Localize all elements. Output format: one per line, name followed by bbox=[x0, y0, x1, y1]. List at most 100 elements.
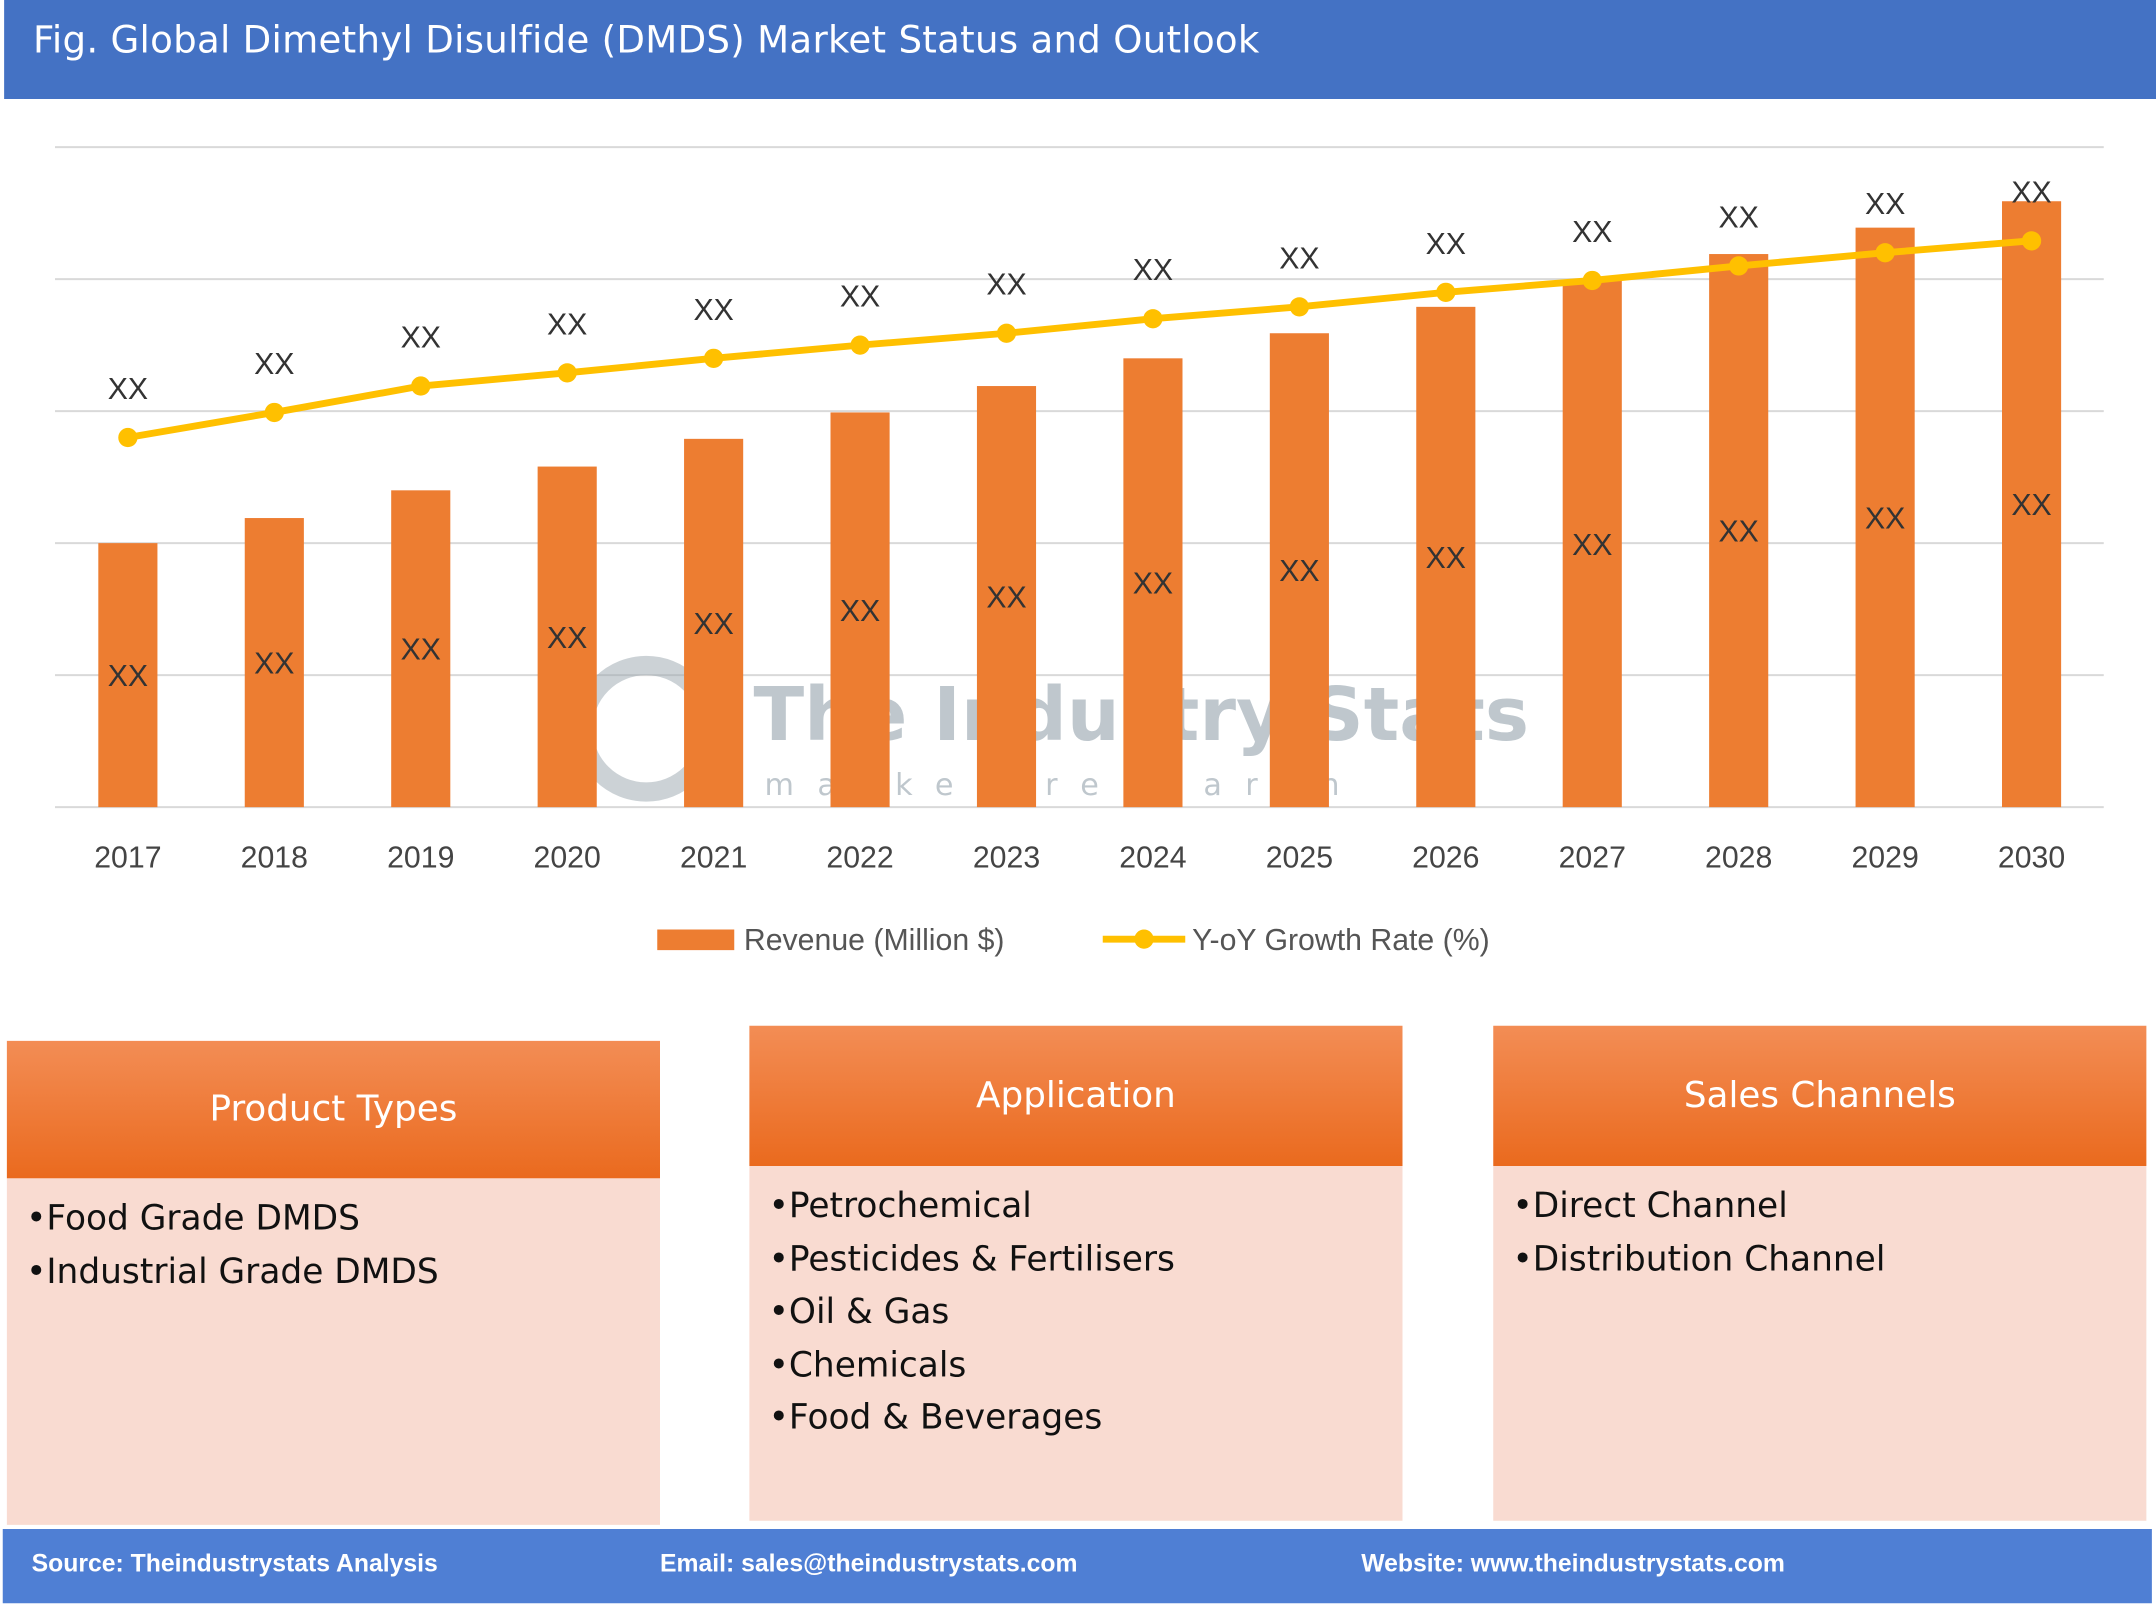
revenue-bar bbox=[244, 518, 304, 808]
panel-title: Application bbox=[749, 1025, 1403, 1166]
bar-data-label: XX bbox=[254, 648, 294, 681]
x-tick-label: 2021 bbox=[680, 842, 747, 875]
x-tick-label: 2027 bbox=[1559, 842, 1626, 875]
legend-growth-label: Y-oY Growth Rate (%) bbox=[1192, 924, 1490, 957]
bar-data-label: XX bbox=[1133, 568, 1173, 601]
line-data-label: XX bbox=[840, 281, 880, 314]
revenue-bar bbox=[1562, 280, 1622, 808]
revenue-bar bbox=[1123, 358, 1183, 808]
revenue-bar bbox=[1269, 333, 1329, 808]
panel-list: •Food Grade DMDS •Industrial Grade DMDS bbox=[6, 1178, 660, 1525]
bar-data-label: XX bbox=[1719, 516, 1759, 549]
line-data-label: XX bbox=[1426, 228, 1466, 261]
market-chart: The Industry Statsmarket researchXX2017X… bbox=[55, 146, 2104, 957]
bar-data-label: XX bbox=[986, 582, 1026, 615]
legend-line-marker bbox=[1134, 929, 1154, 949]
bar-data-label: XX bbox=[1572, 529, 1612, 562]
list-item: •Food Grade DMDS bbox=[26, 1197, 360, 1238]
title-bar: Fig. Global Dimethyl Disulfide (DMDS) Ma… bbox=[4, 0, 2156, 99]
bar-data-label: XX bbox=[2011, 489, 2051, 522]
growth-rate-point bbox=[118, 427, 138, 448]
x-tick-label: 2029 bbox=[1851, 842, 1918, 875]
line-data-label: XX bbox=[693, 294, 733, 327]
list-item: •Oil & Gas bbox=[768, 1291, 950, 1331]
revenue-bar bbox=[830, 412, 890, 808]
panel-title: Sales Channels bbox=[1493, 1025, 2147, 1166]
line-data-label: XX bbox=[254, 348, 294, 381]
line-data-label: XX bbox=[1865, 188, 1905, 221]
growth-rate-point bbox=[2021, 231, 2042, 251]
line-data-label: XX bbox=[986, 269, 1026, 302]
bar-data-label: XX bbox=[1865, 502, 1905, 535]
growth-rate-point bbox=[1582, 270, 1602, 291]
revenue-bar bbox=[1416, 306, 1476, 808]
line-data-label: XX bbox=[547, 308, 587, 341]
growth-rate-point bbox=[1436, 282, 1456, 302]
legend-revenue-label: Revenue (Million $) bbox=[744, 924, 1005, 957]
list-item: •Chemicals bbox=[768, 1344, 967, 1384]
x-tick-label: 2026 bbox=[1412, 842, 1479, 875]
x-tick-label: 2024 bbox=[1119, 842, 1186, 875]
x-tick-label: 2028 bbox=[1705, 842, 1772, 875]
panel-list: •Petrochemical •Pesticides & Fertilisers… bbox=[749, 1166, 1403, 1521]
panel-list: •Direct Channel •Distribution Channel bbox=[1493, 1166, 2147, 1521]
list-item: •Distribution Channel bbox=[1512, 1238, 1886, 1279]
panel-product-types: Product Types •Food Grade DMDS •Industri… bbox=[6, 1040, 660, 1525]
website-link[interactable]: Website: www.theindustrystats.com bbox=[1361, 1549, 1785, 1578]
page-title: Fig. Global Dimethyl Disulfide (DMDS) Ma… bbox=[33, 19, 1260, 62]
line-data-label: XX bbox=[401, 322, 441, 355]
growth-rate-point bbox=[264, 402, 284, 423]
list-item: •Direct Channel bbox=[1512, 1185, 1788, 1226]
growth-rate-point bbox=[996, 323, 1017, 343]
growth-rate-point bbox=[411, 376, 431, 396]
source-text: Source: Theindustrystats Analysis bbox=[31, 1549, 438, 1578]
bar-data-label: XX bbox=[840, 595, 880, 628]
growth-rate-point bbox=[1289, 297, 1309, 317]
legend-bar-swatch bbox=[657, 929, 735, 951]
revenue-bar bbox=[976, 386, 1037, 808]
bar-data-label: XX bbox=[693, 608, 733, 641]
revenue-bar bbox=[684, 438, 744, 808]
line-data-label: XX bbox=[1572, 216, 1612, 249]
revenue-bar bbox=[391, 490, 451, 808]
growth-rate-point bbox=[1143, 309, 1163, 329]
email-link[interactable]: Email: sales@theindustrystats.com bbox=[660, 1549, 1078, 1578]
panel-title: Product Types bbox=[6, 1040, 660, 1179]
bar-data-label: XX bbox=[1279, 555, 1319, 588]
x-tick-label: 2017 bbox=[94, 842, 161, 875]
x-tick-label: 2023 bbox=[973, 842, 1040, 875]
x-tick-label: 2020 bbox=[534, 842, 601, 875]
growth-rate-line bbox=[127, 237, 2032, 441]
panel-sales-channels: Sales Channels •Direct Channel •Distribu… bbox=[1493, 1025, 2147, 1521]
growth-rate-point bbox=[704, 348, 724, 368]
footer-bar: Source: Theindustrystats Analysis Email:… bbox=[2, 1529, 2152, 1604]
list-item: •Food & Beverages bbox=[768, 1397, 1103, 1437]
bar-data-label: XX bbox=[547, 622, 587, 655]
x-tick-label: 2022 bbox=[826, 842, 893, 875]
bar-data-label: XX bbox=[401, 634, 441, 667]
line-data-label: XX bbox=[108, 373, 148, 406]
revenue-bar bbox=[537, 466, 597, 808]
list-item: •Industrial Grade DMDS bbox=[26, 1250, 439, 1291]
bar-data-label: XX bbox=[1426, 542, 1466, 575]
line-data-label: XX bbox=[1719, 201, 1759, 234]
revenue-bar bbox=[2002, 201, 2062, 808]
list-item: •Petrochemical bbox=[768, 1185, 1032, 1226]
bar-data-label: XX bbox=[108, 660, 148, 693]
line-data-label: XX bbox=[2011, 176, 2051, 209]
line-data-label: XX bbox=[1279, 242, 1319, 275]
list-item: •Pesticides & Fertilisers bbox=[768, 1238, 1175, 1279]
growth-rate-point bbox=[1875, 243, 1895, 263]
x-tick-label: 2019 bbox=[387, 842, 454, 875]
growth-rate-point bbox=[850, 335, 870, 355]
panel-application: Application •Petrochemical •Pesticides &… bbox=[749, 1025, 1403, 1521]
x-tick-label: 2025 bbox=[1266, 842, 1333, 875]
revenue-bar bbox=[1709, 254, 1769, 808]
x-tick-label: 2018 bbox=[241, 842, 308, 875]
x-tick-label: 2030 bbox=[1998, 842, 2065, 875]
line-data-label: XX bbox=[1133, 254, 1173, 287]
growth-rate-point bbox=[557, 363, 577, 383]
revenue-bar bbox=[1855, 227, 1915, 808]
growth-rate-point bbox=[1729, 256, 1749, 276]
